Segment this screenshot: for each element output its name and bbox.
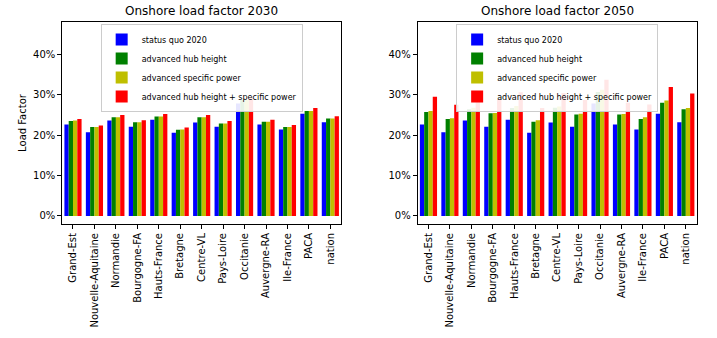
svg-text:advanced hub height: advanced hub height (142, 55, 227, 64)
svg-text:Pays-Loire: Pays-Loire (217, 233, 228, 284)
svg-text:Bretagne: Bretagne (174, 233, 185, 279)
svg-text:Nouvelle-Aquitaine: Nouvelle-Aquitaine (444, 233, 455, 328)
svg-text:Ile-France: Ile-France (637, 233, 648, 282)
svg-text:Pays-Loire: Pays-Loire (573, 233, 584, 284)
svg-text:Onshore load factor 2050: Onshore load factor 2050 (481, 4, 634, 18)
svg-text:advanced specific power: advanced specific power (142, 74, 242, 83)
svg-text:status quo 2020: status quo 2020 (497, 36, 562, 45)
svg-text:20%: 20% (389, 130, 411, 141)
svg-text:advanced specific power: advanced specific power (497, 74, 597, 83)
svg-text:advanced hub height: advanced hub height (497, 55, 582, 64)
svg-text:Auvergne-RA: Auvergne-RA (616, 233, 627, 298)
svg-text:Auvergne-RA: Auvergne-RA (260, 233, 271, 298)
svg-text:30%: 30% (389, 89, 411, 100)
svg-text:30%: 30% (33, 89, 55, 100)
svg-text:40%: 40% (33, 49, 55, 60)
svg-text:nation: nation (325, 233, 336, 265)
svg-text:Centre-VL: Centre-VL (196, 233, 207, 282)
svg-text:Bourgogne-FA: Bourgogne-FA (487, 233, 498, 303)
svg-text:Ile-France: Ile-France (282, 233, 293, 282)
svg-text:0%: 0% (395, 210, 411, 221)
svg-text:Load Factor: Load Factor (17, 93, 28, 152)
svg-text:Hauts-France: Hauts-France (153, 233, 164, 299)
svg-text:Onshore load factor 2030: Onshore load factor 2030 (125, 4, 278, 18)
svg-text:10%: 10% (33, 170, 55, 181)
svg-text:Bourgogne-FA: Bourgogne-FA (132, 233, 143, 303)
svg-text:nation: nation (680, 233, 691, 265)
svg-text:advanced hub height + specific: advanced hub height + specific power (497, 93, 652, 102)
svg-text:0%: 0% (39, 210, 55, 221)
svg-text:Hauts-France: Hauts-France (509, 233, 520, 299)
svg-text:PACA: PACA (659, 233, 670, 259)
svg-text:advanced hub height + specific: advanced hub height + specific power (142, 93, 297, 102)
svg-text:Nouvelle-Aquitaine: Nouvelle-Aquitaine (89, 233, 100, 328)
svg-text:20%: 20% (33, 130, 55, 141)
svg-text:Normandie: Normandie (110, 233, 121, 288)
svg-text:10%: 10% (389, 170, 411, 181)
svg-text:Centre-VL: Centre-VL (551, 233, 562, 282)
svg-text:status quo 2020: status quo 2020 (142, 36, 207, 45)
svg-text:Bretagne: Bretagne (530, 233, 541, 279)
svg-text:Normandie: Normandie (466, 233, 477, 288)
svg-text:Occitanie: Occitanie (594, 233, 605, 280)
svg-text:Grand-Est: Grand-Est (67, 233, 78, 283)
svg-text:Occitanie: Occitanie (239, 233, 250, 280)
svg-text:PACA: PACA (303, 233, 314, 259)
svg-text:Grand-Est: Grand-Est (423, 233, 434, 283)
svg-text:40%: 40% (389, 49, 411, 60)
